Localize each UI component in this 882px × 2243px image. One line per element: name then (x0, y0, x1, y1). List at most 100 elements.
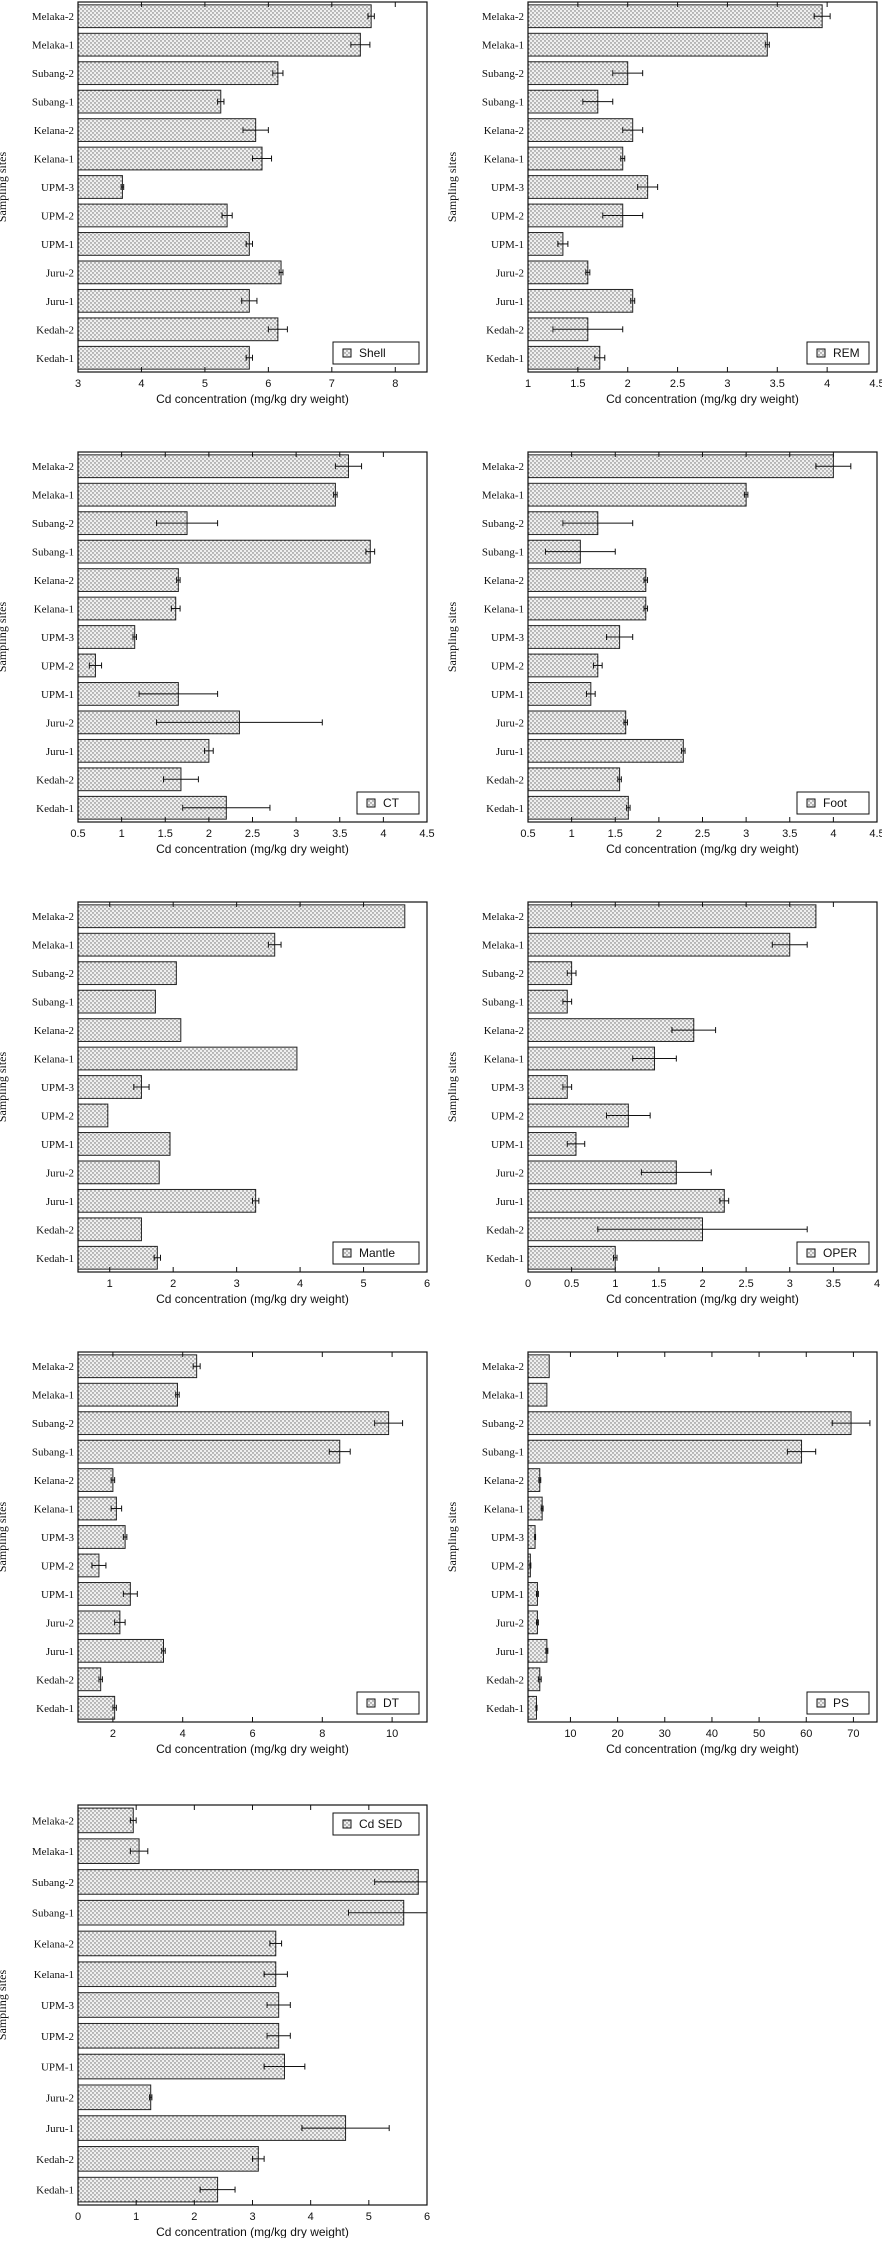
legend-label: PS (833, 1696, 849, 1710)
error-bar-subang-2 (156, 520, 219, 527)
error-bar-melaka-1 (350, 41, 371, 48)
error-bar-juru-2 (278, 269, 284, 276)
bar-subang-1 (77, 1439, 341, 1464)
legend-swatch (342, 1819, 352, 1829)
plot-frame (527, 1, 878, 373)
bar-juru-1 (77, 1188, 257, 1213)
error-bar-kedah-2 (252, 2155, 265, 2162)
bar-juru-1 (527, 738, 684, 763)
site-label: UPM-1 (41, 2062, 74, 2074)
bar-melaka-2 (527, 454, 834, 479)
bar-upm-1 (77, 2053, 285, 2080)
x-tick-label: 1.5 (158, 828, 173, 840)
bar-subang-2 (77, 61, 279, 86)
error-bar-kedah-1 (182, 804, 271, 811)
bar-kedah-2 (527, 767, 621, 792)
chart-panel-mantle: Melaka-2 Melaka-1 Subang-2 Subang-1 Kelana-2… (0, 901, 430, 1306)
bar-kedah-1 (77, 1695, 116, 1720)
site-label: Kedah-1 (36, 1703, 74, 1715)
site-label: Juru-1 (46, 296, 74, 308)
bar-kedah-1 (527, 345, 601, 370)
error-bar-melaka-1 (771, 941, 808, 948)
site-label: UPM-3 (41, 1082, 75, 1094)
legend: Shell (332, 341, 420, 365)
site-label: Juru-1 (496, 1196, 524, 1208)
x-tick-label: 40 (706, 1728, 718, 1740)
bar-melaka-2 (77, 1807, 134, 1834)
error-bar-kelana-2 (622, 127, 644, 134)
error-bar-juru-1 (301, 2125, 390, 2132)
site-label: Melaka-1 (482, 940, 524, 952)
error-bar-upm-3 (606, 634, 634, 640)
bar-subang-1 (77, 539, 371, 564)
legend-label: OPER (823, 1246, 857, 1260)
site-label: Melaka-1 (482, 490, 524, 502)
bar-upm-3 (527, 1525, 536, 1549)
bar-upm-3 (77, 175, 123, 199)
bar-subang-1 (77, 989, 156, 1014)
site-label: UPM-3 (491, 632, 525, 644)
site-label: Melaka-2 (32, 11, 74, 23)
site-label: UPM-1 (491, 1589, 524, 1601)
x-tick-label: 2.5 (245, 828, 260, 840)
site-label: Melaka-1 (32, 490, 74, 502)
legend-swatch (366, 1698, 376, 1708)
error-bar-kedah-1 (594, 354, 606, 361)
site-label: Kelana-2 (34, 1025, 74, 1037)
y-axis-label: Sampling sites (445, 1502, 459, 1573)
site-label: Kedah-2 (486, 1224, 524, 1236)
error-bar-upm-2 (266, 2032, 291, 2039)
x-tick-label: 2 (191, 2211, 197, 2223)
error-bar-juru-1 (241, 297, 258, 304)
legend: REM (806, 341, 870, 365)
x-tick-label: 2.5 (695, 828, 710, 840)
legend-label: CT (383, 796, 400, 810)
bar-kedah-2 (77, 317, 279, 342)
site-label: Subang-1 (32, 547, 74, 559)
site-label: UPM-2 (491, 1110, 524, 1122)
site-label: Kelana-2 (484, 575, 524, 587)
site-label: Kedah-1 (36, 1253, 74, 1265)
error-bar-kedah-2 (617, 776, 622, 783)
site-label: Kedah-1 (36, 803, 74, 815)
bar-juru-1 (77, 1638, 164, 1663)
y-axis-label: Sampling sites (0, 1502, 9, 1573)
site-label: Juru-1 (46, 746, 74, 758)
x-tick-label: 2 (625, 378, 631, 390)
legend-box (796, 1241, 870, 1265)
error-bar-kelana-2 (176, 577, 181, 584)
site-label: UPM-2 (41, 210, 74, 222)
x-tick-label: 1.5 (570, 378, 585, 390)
error-bar-upm-3 (266, 2002, 291, 2008)
site-label: UPM-1 (41, 1139, 74, 1151)
site-label: Melaka-1 (482, 1390, 524, 1402)
x-tick-label: 10 (386, 1728, 398, 1740)
error-bar-upm-1 (263, 2063, 306, 2070)
site-label: Kedah-2 (36, 324, 74, 336)
x-tick-label: 3.5 (826, 1278, 841, 1290)
site-label: Juru-2 (46, 717, 74, 729)
site-label: Kedah-2 (36, 1224, 74, 1236)
site-label: Subang-1 (482, 547, 524, 559)
site-label: Melaka-2 (32, 911, 74, 923)
error-bar-subang-2 (272, 70, 284, 77)
bar-upm-1 (77, 1582, 131, 1606)
bar-juru-2 (77, 1160, 160, 1185)
bar-upm-1 (527, 682, 592, 706)
site-label: Kelana-2 (34, 1475, 74, 1487)
site-label: Kelana-2 (484, 1025, 524, 1037)
bar-melaka-1 (77, 1382, 178, 1407)
bar-kelana-1 (527, 1496, 543, 1521)
bar-juru-1 (77, 738, 210, 763)
error-bar-subang-2 (831, 1420, 871, 1427)
bar-kelana-1 (527, 146, 624, 171)
error-bar-kelana-1 (170, 605, 181, 612)
error-bar-juru-1 (252, 1197, 260, 1204)
error-bar-subang-2 (562, 520, 634, 527)
site-label: Juru-2 (496, 717, 524, 729)
bar-subang-2 (527, 961, 573, 986)
site-label: Kedah-1 (36, 2185, 74, 2197)
site-label: Kelana-1 (34, 604, 74, 616)
error-bar-kelana-2 (538, 1477, 542, 1484)
